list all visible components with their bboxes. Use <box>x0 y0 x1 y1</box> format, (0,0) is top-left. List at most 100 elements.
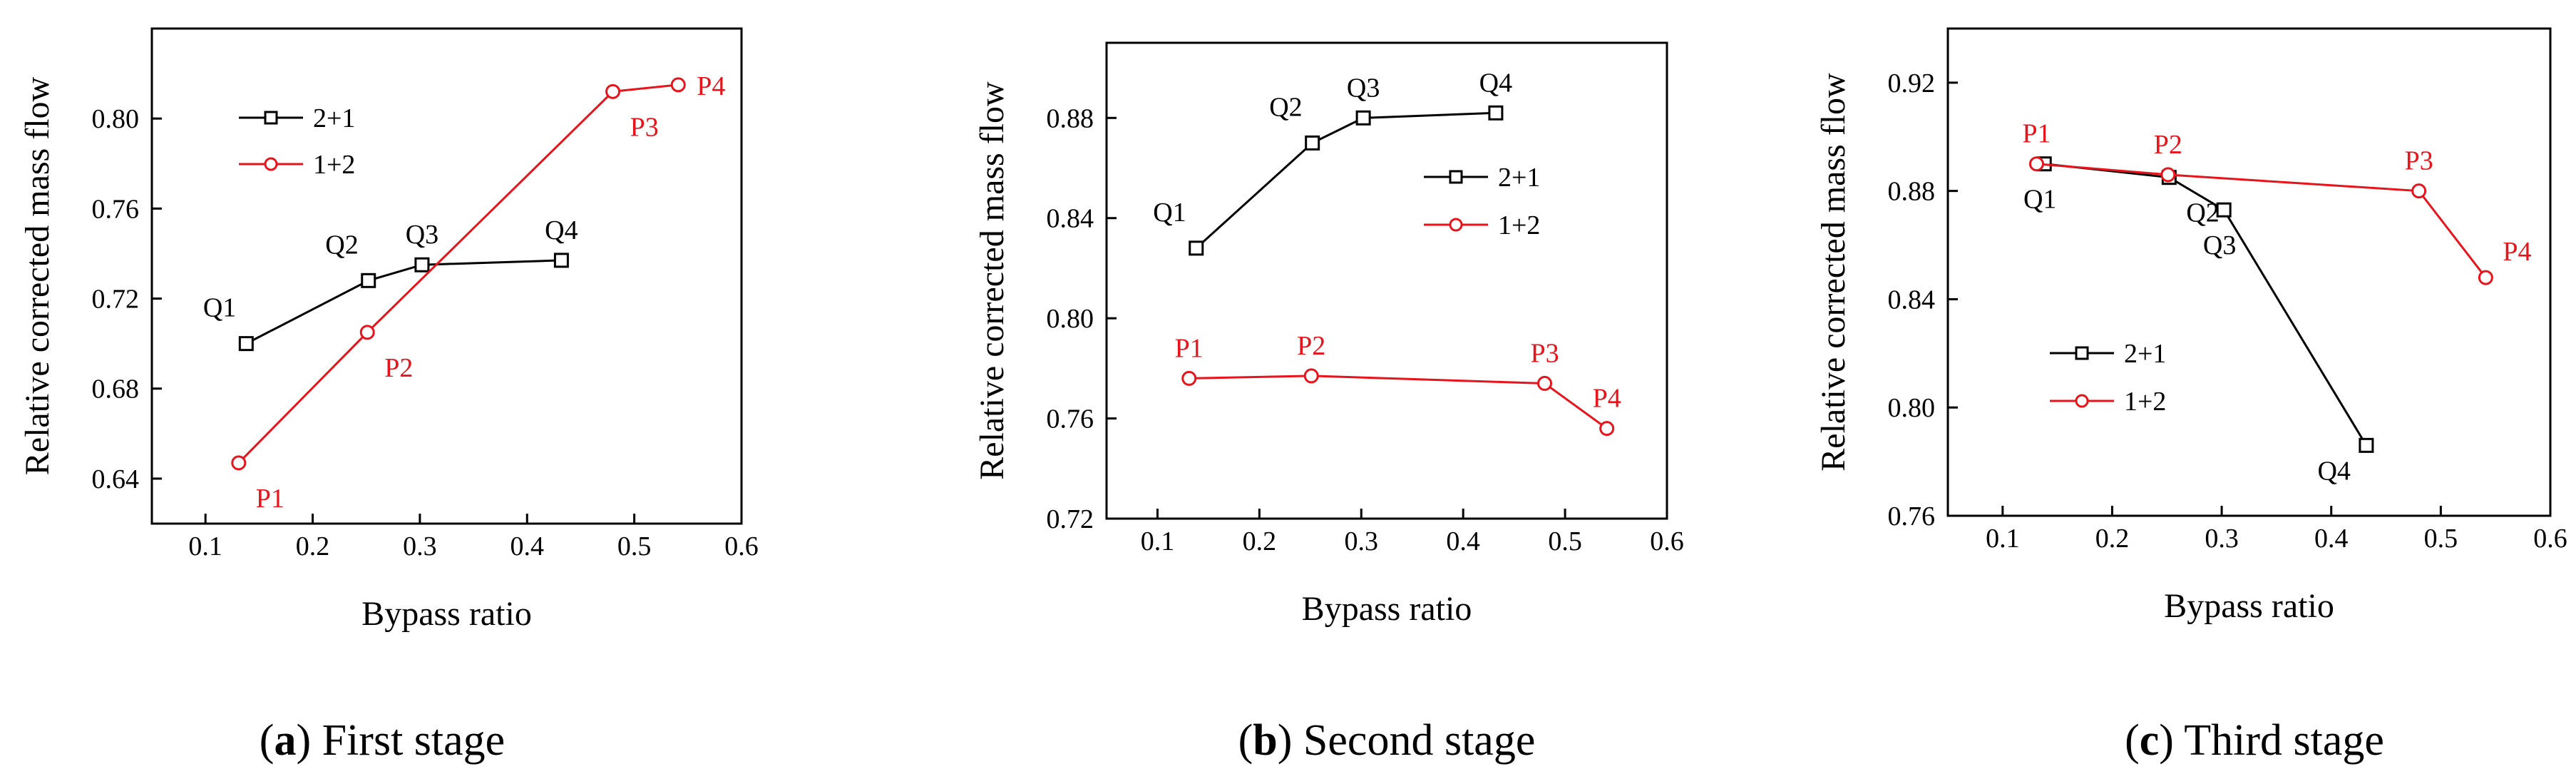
legend: 2+1 1+2 <box>239 103 355 180</box>
point-label: P4 <box>697 71 725 101</box>
series-line-1+2 <box>2036 163 2487 279</box>
point-label: P3 <box>2405 146 2433 176</box>
caption-text: ) First stage <box>296 716 505 765</box>
y-tick-label: 0.92 <box>1888 68 1936 98</box>
point-label: Q4 <box>2317 456 2350 486</box>
data-point-square <box>2359 437 2374 453</box>
plot-frame <box>1105 41 1668 520</box>
y-tick-label: 0.84 <box>1047 204 1094 234</box>
caption-paren-open: ( <box>1238 716 1253 765</box>
x-tick-label: 0.2 <box>296 531 330 561</box>
data-point-circle <box>231 455 247 471</box>
point-label: P2 <box>384 353 413 383</box>
x-tick-label: 0.6 <box>1650 526 1684 556</box>
x-tick-label: 0.2 <box>1243 526 1277 556</box>
legend-label: 2+1 <box>1498 163 1540 193</box>
point-label: Q1 <box>203 293 236 323</box>
x-tick-label: 0.2 <box>2095 524 2130 554</box>
plot-frame <box>150 27 743 525</box>
y-tick-label: 0.68 <box>92 375 140 404</box>
caption-letter: c <box>2140 716 2160 765</box>
x-tick-label: 0.3 <box>2205 524 2239 554</box>
series-line-2+1 <box>1195 111 1496 249</box>
panel-caption: (c) Third stage <box>2125 716 2384 765</box>
data-point-square <box>553 253 569 268</box>
legend-label: 2+1 <box>2124 339 2166 369</box>
data-point-circle <box>2478 270 2493 285</box>
point-label: P1 <box>2022 119 2051 149</box>
panel-caption: (a) First stage <box>260 716 505 765</box>
point-label: P4 <box>1593 384 1621 414</box>
data-point-square <box>2216 202 2232 218</box>
legend-marker-square <box>264 111 278 125</box>
data-point-circle <box>2028 156 2044 172</box>
legend-label: 1+2 <box>1498 210 1540 240</box>
x-tick-label: 0.4 <box>2314 524 2349 554</box>
data-point-square <box>1189 240 1204 256</box>
y-tick-label: 0.80 <box>1047 304 1094 334</box>
y-tick-label: 0.64 <box>92 464 140 494</box>
point-label: Q3 <box>406 220 438 250</box>
series-line-2+1 <box>245 259 562 345</box>
x-axis-label: Bypass ratio <box>1302 590 1472 628</box>
x-axis-label: Bypass ratio <box>361 595 532 633</box>
legend: 2+1 1+2 <box>1424 163 1540 240</box>
x-tick-label: 0.6 <box>2533 524 2567 554</box>
x-tick-label: 0.4 <box>1446 526 1480 556</box>
point-label: Q1 <box>1153 198 1186 228</box>
x-tick-label: 0.6 <box>724 531 759 561</box>
legend: 2+1 1+2 <box>2050 339 2166 417</box>
caption-paren-open: ( <box>260 716 274 765</box>
y-tick-label: 0.72 <box>1047 504 1094 534</box>
point-label: Q4 <box>1479 68 1512 98</box>
point-label: P1 <box>256 484 284 514</box>
y-axis-label: Relative corrected mass flow <box>1815 73 1852 472</box>
point-label: P1 <box>1175 333 1204 363</box>
x-tick-label: 0.5 <box>617 531 652 561</box>
x-tick-label: 0.3 <box>1345 526 1379 556</box>
point-label: P4 <box>2503 237 2531 267</box>
x-tick-label: 0.1 <box>188 531 222 561</box>
y-tick-label: 0.76 <box>92 194 140 224</box>
legend-label: 1+2 <box>2124 387 2166 417</box>
plot-frame <box>1946 27 2552 517</box>
point-label: P2 <box>2154 130 2182 160</box>
chart-panel-c: 0.1 0.2 0.3 0.4 0.5 0.6 0.76 0.80 0.84 0.88 0.92 By… <box>1815 27 2567 765</box>
y-tick-label: 0.88 <box>1888 177 1936 207</box>
data-point-circle <box>2160 167 2176 183</box>
point-label: P3 <box>1530 338 1559 368</box>
data-point-square <box>238 336 254 352</box>
point-label: Q3 <box>1347 73 1380 103</box>
data-point-circle <box>2411 183 2427 199</box>
data-point-circle <box>670 77 686 93</box>
x-tick-label: 0.1 <box>1986 524 2020 554</box>
data-point-square <box>1488 105 1504 121</box>
point-label: Q4 <box>545 215 578 245</box>
data-point-square <box>1305 135 1320 151</box>
point-label: P3 <box>630 112 659 142</box>
legend-marker-circle <box>2075 394 2089 408</box>
legend-marker-circle <box>264 157 278 171</box>
data-point-square <box>1355 110 1371 126</box>
point-label: Q1 <box>2023 185 2056 215</box>
x-tick-label: 0.3 <box>403 531 437 561</box>
legend-label: 2+1 <box>313 103 355 133</box>
data-point-circle <box>359 325 375 340</box>
data-point-square <box>414 257 430 273</box>
caption-letter: b <box>1253 716 1277 765</box>
data-point-circle <box>1181 370 1197 386</box>
data-point-square <box>361 273 376 288</box>
y-tick-label: 0.80 <box>92 104 140 134</box>
x-axis-label: Bypass ratio <box>2164 587 2334 625</box>
y-tick-label: 0.88 <box>1047 103 1094 133</box>
series-line-1+2 <box>237 83 679 464</box>
x-tick-label: 0.4 <box>510 531 545 561</box>
y-tick-label: 0.72 <box>92 285 140 315</box>
data-point-circle <box>1303 368 1319 384</box>
x-tick-label: 0.5 <box>1548 526 1582 556</box>
caption-paren-open: ( <box>2125 716 2140 765</box>
point-label: P2 <box>1297 331 1325 361</box>
legend-marker-square <box>2075 346 2089 360</box>
y-tick-label: 0.84 <box>1888 285 1936 315</box>
y-tick-label: 0.80 <box>1888 393 1936 423</box>
